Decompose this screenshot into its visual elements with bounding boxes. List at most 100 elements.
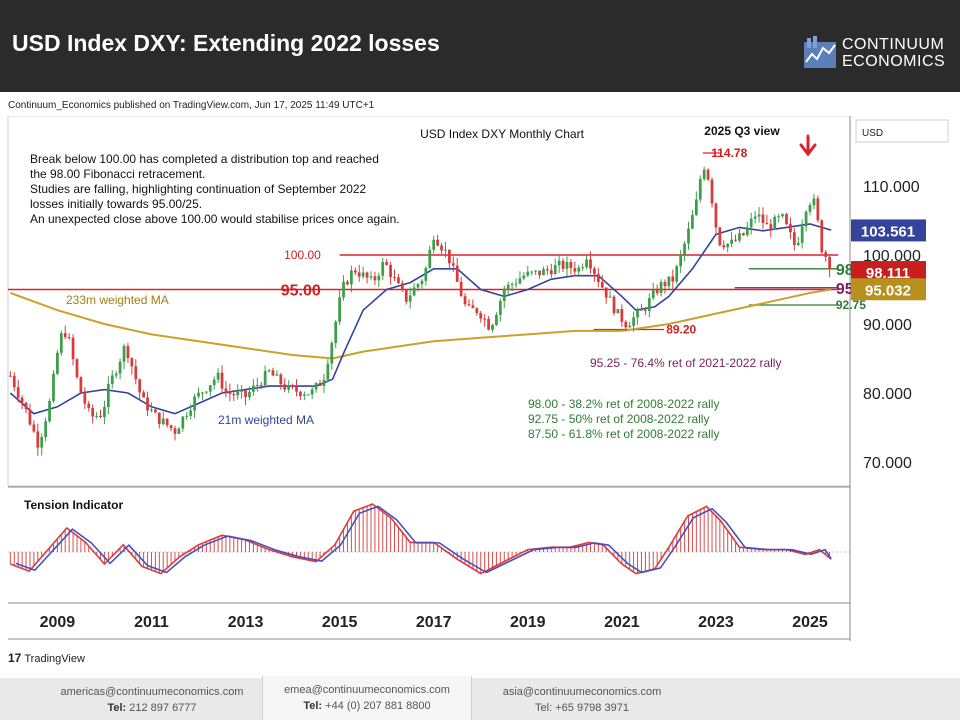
candle-body <box>365 272 369 278</box>
candle-body <box>83 392 87 404</box>
header-bar: USD Index DXY: Extending 2022 losses CON… <box>0 0 960 92</box>
candle-body <box>506 284 510 290</box>
candle-body <box>455 265 459 282</box>
candle-body <box>393 277 396 279</box>
brand-logo: CONTINUUM ECONOMICS <box>804 36 954 76</box>
candle-body <box>306 394 310 396</box>
candle-body <box>491 325 494 330</box>
candle-body <box>789 224 792 233</box>
ma21-label: 21m weighted MA <box>218 413 314 427</box>
candle-body <box>675 266 679 282</box>
candle-body <box>808 205 812 212</box>
candle-body <box>126 346 130 359</box>
candle-body <box>718 227 722 246</box>
candle-body <box>346 281 349 285</box>
page-title: USD Index DXY: Extending 2022 losses <box>12 30 440 56</box>
candle-body <box>632 317 635 326</box>
candle-body <box>738 233 741 241</box>
candle-body <box>130 358 134 367</box>
candle-body <box>561 260 565 269</box>
candle-body <box>444 249 447 251</box>
candle-body <box>330 342 334 364</box>
candle-body <box>448 249 451 264</box>
candle-body <box>612 296 616 314</box>
candle-body <box>75 359 79 378</box>
candle-body <box>683 243 686 255</box>
level-label: 89.20 <box>666 323 696 337</box>
candle-body <box>240 390 243 392</box>
tel-label: Tel: <box>535 702 553 714</box>
candle-body <box>59 333 63 353</box>
tel-label: Tel: <box>303 700 323 712</box>
candle-body <box>459 281 463 297</box>
candle-body <box>773 216 777 230</box>
candle-body <box>792 232 796 245</box>
candle-body <box>165 418 169 426</box>
tradingview-label: TradingView <box>24 653 85 665</box>
candle-body <box>742 233 745 236</box>
candle-body <box>279 374 283 385</box>
contact-email[interactable]: americas@continuumeconomics.com <box>60 686 244 698</box>
candle-body <box>122 346 126 362</box>
contact-asia: asia@continuumeconomics.com Tel: +65 979… <box>478 678 686 720</box>
level-label: 100.00 <box>284 248 321 262</box>
candle-body <box>553 265 557 275</box>
green-note: 92.75 - 50% ret of 2008-2022 rally <box>528 412 709 426</box>
candle-body <box>224 388 228 392</box>
x-tick-label: 2023 <box>698 614 734 631</box>
price-badge <box>851 219 926 242</box>
candle-body <box>248 391 251 398</box>
candle-body <box>812 198 816 206</box>
candle-body <box>498 301 502 315</box>
price-badge <box>851 261 926 284</box>
candle-body <box>381 261 385 276</box>
footer: americas@continuumeconomics.com Tel: 212… <box>0 676 960 720</box>
contact-email[interactable]: asia@continuumeconomics.com <box>502 686 662 698</box>
ma233-label: 233m weighted MA <box>66 293 169 307</box>
candle-body <box>589 259 592 269</box>
candle-body <box>734 239 737 241</box>
candle-body <box>326 363 330 380</box>
candle-body <box>424 268 428 281</box>
candle-body <box>118 361 122 374</box>
commentary-line: losses initially towards 95.00/25. <box>30 197 202 211</box>
candle-body <box>534 270 537 272</box>
candle-body <box>310 389 314 395</box>
candle-body <box>236 391 240 396</box>
continuum-logo-icon <box>804 36 836 68</box>
candle-body <box>244 390 247 398</box>
ma233-line <box>10 288 832 360</box>
candle-body <box>706 169 710 180</box>
candle-body <box>769 224 773 230</box>
brand-line-2: ECONOMICS <box>842 53 946 70</box>
candle-body <box>146 397 149 411</box>
x-tick-label: 2015 <box>322 614 358 631</box>
candle-body <box>691 214 694 229</box>
candle-body <box>177 428 181 434</box>
candle-body <box>63 333 67 338</box>
candle-body <box>745 227 749 236</box>
candle-body <box>600 282 604 288</box>
candle-body <box>565 262 569 269</box>
candle-body <box>103 407 106 418</box>
candle-body <box>502 289 506 302</box>
candle-body <box>796 242 800 245</box>
y-tick-label: 90.000 <box>863 317 912 334</box>
candle-body <box>204 391 208 393</box>
contact-email[interactable]: emea@continuumeconomics.com <box>284 684 450 696</box>
tel-number: 212 897 6777 <box>129 702 197 714</box>
candle-body <box>710 179 714 204</box>
y-tick-label: 70.000 <box>863 455 912 472</box>
candle-body <box>208 385 212 392</box>
candle-body <box>142 392 146 398</box>
candle-body <box>824 252 828 257</box>
price-badge-label: 98.111 <box>866 265 910 282</box>
commentary-line: An unexpected close above 100.00 would s… <box>30 212 400 226</box>
candle-body <box>585 259 588 268</box>
candle-body <box>95 415 98 417</box>
candle-body <box>138 379 142 393</box>
candle-body <box>263 370 267 386</box>
brand-line-1: CONTINUUM <box>842 36 945 53</box>
candle-body <box>397 277 400 284</box>
candle-body <box>451 263 455 266</box>
